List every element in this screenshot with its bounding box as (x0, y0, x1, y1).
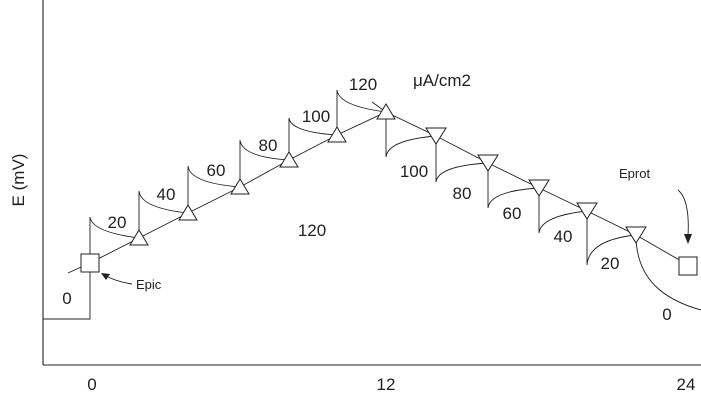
current-label-120-forward: 120 (349, 75, 377, 94)
forward-transient (138, 190, 189, 238)
triangle-down-marker (625, 226, 647, 244)
epic-arrowhead (101, 273, 110, 280)
triangle-up-marker (178, 204, 198, 221)
reverse-transients (385, 112, 701, 311)
triangle-up-marker (129, 229, 149, 246)
reverse-sweep-line (371, 101, 689, 266)
reverse-transient (385, 112, 437, 158)
center-current-label: 120 (298, 221, 326, 240)
final-decay-curve (635, 234, 701, 311)
current-label-60-forward: 60 (207, 161, 226, 180)
eprot-square-marker (678, 256, 698, 276)
triangle-down-marker (425, 127, 447, 145)
current-label-20-reverse: 20 (601, 254, 620, 273)
reverse-transient (586, 211, 637, 266)
eprot-arrow-line (677, 189, 689, 237)
y-axis-label: E (mV) (9, 154, 28, 207)
triangle-up-marker (279, 151, 299, 168)
forward-transient (187, 165, 241, 213)
zero-current-baseline (43, 263, 91, 320)
current-label-0-forward: 0 (62, 289, 71, 308)
forward-transient (288, 117, 338, 160)
forward-transient (239, 139, 290, 187)
current-label-100-reverse: 100 (400, 162, 428, 181)
epic-arrow-line (105, 275, 133, 285)
triangle-down-marker (477, 154, 499, 172)
current-label-80-reverse: 80 (453, 184, 472, 203)
eprot-label: Eprot (619, 166, 650, 181)
x-tick-label-12: 12 (377, 375, 396, 394)
forward-transient (336, 89, 387, 135)
eprot-arrowhead (684, 234, 692, 244)
reverse-transient (538, 188, 588, 234)
current-label-60-reverse: 60 (503, 204, 522, 223)
current-unit-label: μA/cm2 (413, 71, 471, 90)
reverse-triangle-markers (425, 127, 647, 244)
triangle-up-marker (327, 126, 347, 143)
x-tick-label-0: 0 (87, 375, 96, 394)
current-label-100-forward: 100 (302, 107, 330, 126)
current-label-40-forward: 40 (157, 185, 176, 204)
triangle-down-marker (528, 179, 550, 197)
current-label-20-forward: 20 (108, 213, 127, 232)
current-label-80-forward: 80 (259, 136, 278, 155)
forward-transient (89, 216, 140, 263)
triangle-up-marker (376, 103, 396, 120)
triangle-down-marker (576, 202, 598, 220)
current-label-40-reverse: 40 (554, 227, 573, 246)
reverse-transient (435, 136, 489, 183)
current-label-0-reverse: 0 (662, 305, 671, 324)
triangle-up-marker (230, 178, 250, 195)
forward-transients (89, 89, 387, 263)
epic-square-marker (80, 253, 100, 273)
forward-triangle-markers (129, 103, 396, 246)
epic-label: Epic (136, 277, 162, 292)
reverse-transient (487, 163, 540, 209)
x-tick-label-24: 24 (677, 375, 696, 394)
